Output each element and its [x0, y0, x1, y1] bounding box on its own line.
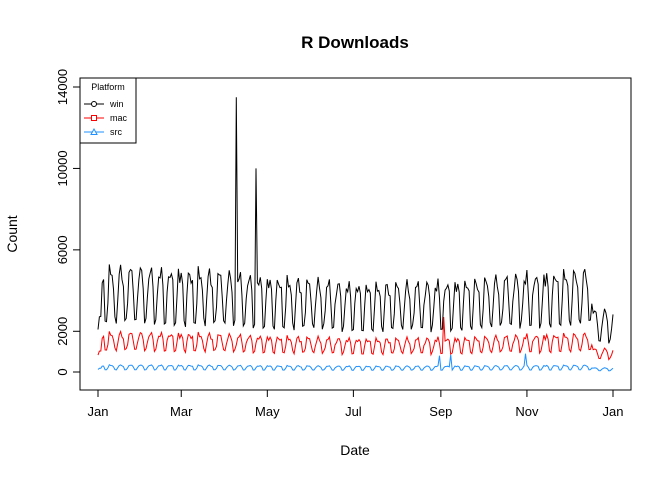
x-axis-label: Date [340, 442, 370, 458]
x-axis: Jan Mar May Jul Sep Nov Jan [88, 389, 624, 419]
legend-box [79, 77, 137, 144]
y-tick-label: 14000 [55, 69, 70, 105]
chart-title: R Downloads [301, 33, 409, 52]
series-layer [97, 97, 614, 372]
x-tick-label: Jan [88, 404, 109, 419]
legend-label-mac: mac [110, 113, 128, 123]
legend-label-src: src [110, 127, 122, 137]
legend: Platform win mac src [79, 77, 137, 144]
legend-title: Platform [91, 82, 125, 92]
x-tick-label: Jul [345, 404, 362, 419]
x-tick-label: Sep [429, 404, 452, 419]
x-tick-label: Nov [515, 404, 539, 419]
legend-label-win: win [109, 99, 124, 109]
y-axis-label: Count [4, 215, 20, 252]
legend-marker-win [91, 101, 97, 107]
y-axis: 0 2000 6000 10000 14000 [55, 69, 81, 376]
y-tick-label: 2000 [55, 317, 70, 346]
legend-marker-mac [91, 115, 97, 121]
series-line-win [97, 97, 614, 344]
y-tick-label: 6000 [55, 235, 70, 264]
series-line-src [97, 353, 614, 372]
x-tick-label: Jan [603, 404, 624, 419]
series-line-mac [97, 316, 614, 361]
x-tick-label: Mar [170, 404, 193, 419]
y-tick-label: 0 [55, 368, 70, 375]
y-tick-label: 10000 [55, 150, 70, 186]
x-tick-label: May [255, 404, 280, 419]
legend-marker-src [90, 127, 98, 135]
